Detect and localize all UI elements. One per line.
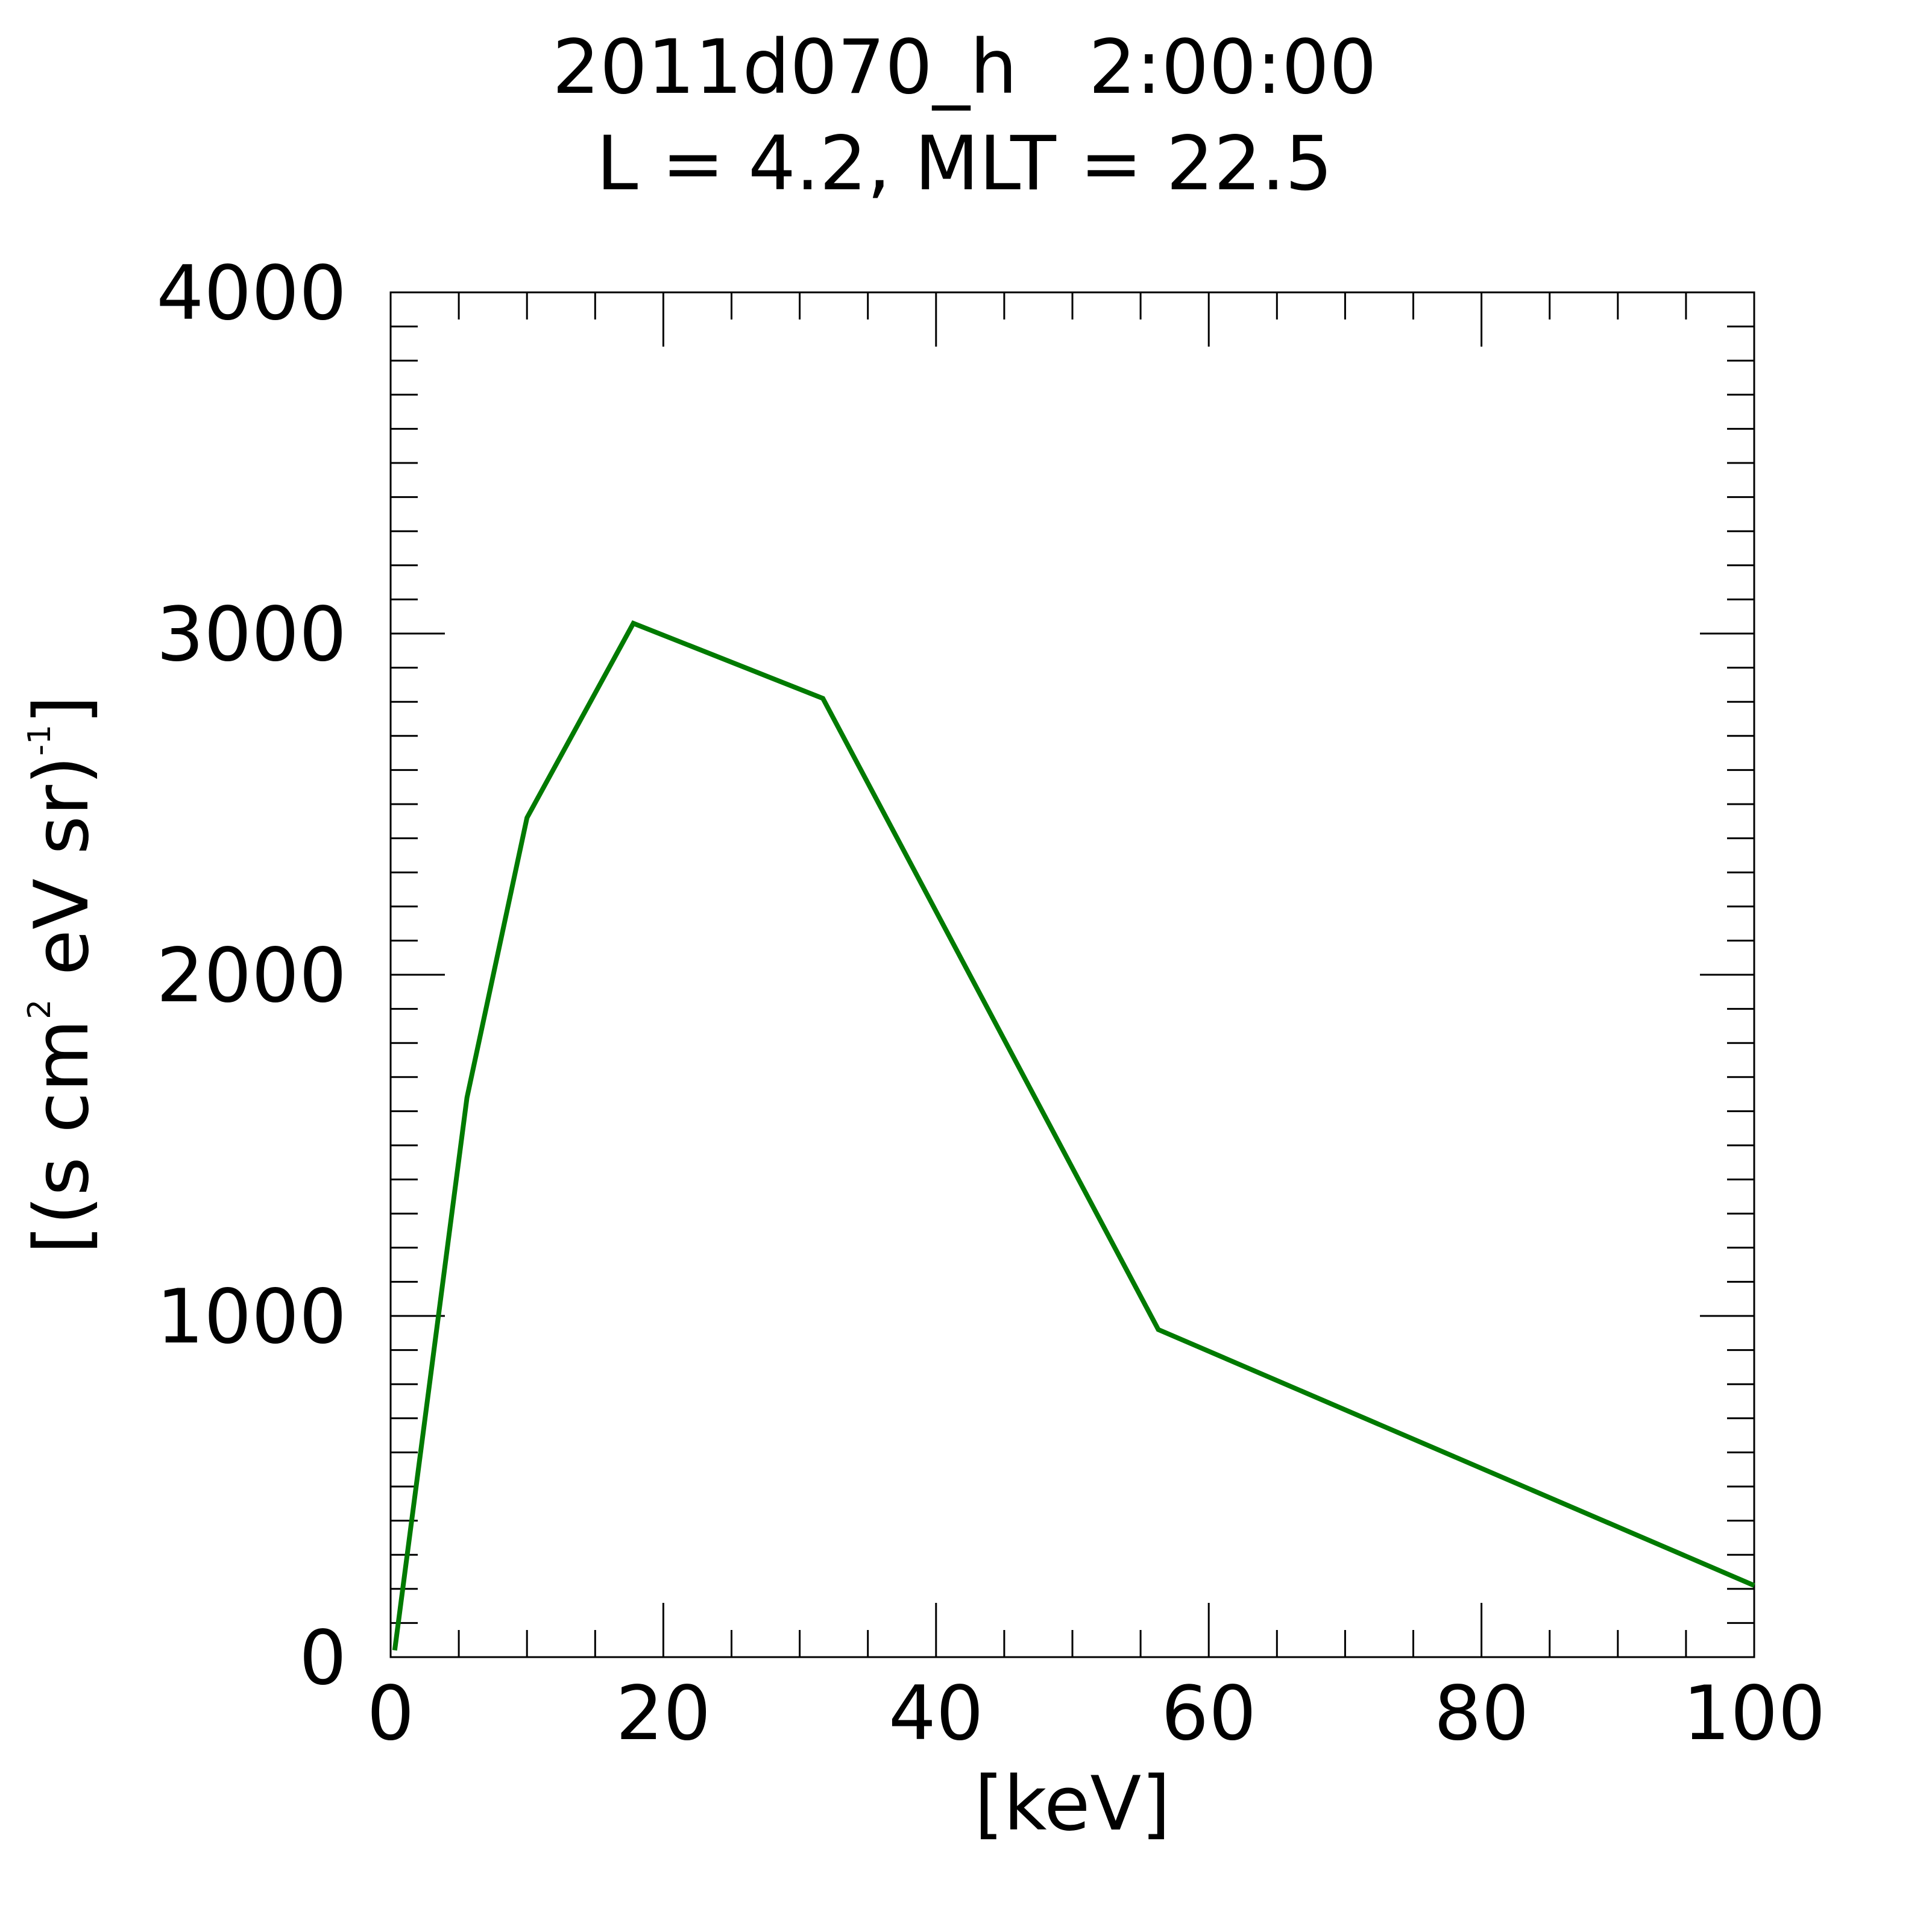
y-tick-label: 3000 [156,591,347,678]
axes-frame [389,291,1755,1658]
y-tick-label: 1000 [156,1274,347,1361]
chart-subtitle: L = 4.2, MLT = 22.5 [596,121,1333,207]
series-line [392,620,1755,1651]
y-axis-title: [(s cm2 eV sr)-1] [19,695,105,1254]
ticks-layer [389,291,1755,1658]
x-tick-label: 40 [889,1670,984,1757]
x-tick-label: 20 [616,1670,711,1757]
x-tick-label: 100 [1683,1670,1826,1757]
x-axis-title: [keV] [974,1761,1170,1848]
y-tick-label: 0 [299,1615,347,1702]
x-tick-label: 0 [367,1670,415,1757]
series-layer [392,620,1755,1651]
chart-title: 2011d070_h 2:00:00 [552,24,1377,111]
x-tick-label: 60 [1161,1670,1256,1757]
y-tick-label: 4000 [156,250,347,337]
x-tick-label: 80 [1434,1670,1529,1757]
y-tick-label: 2000 [156,933,347,1019]
